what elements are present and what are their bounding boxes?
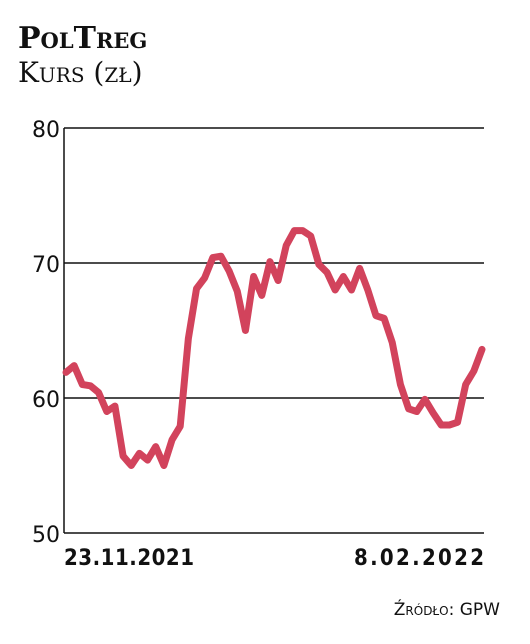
y-tick-label: 60 — [32, 388, 60, 413]
x-tick-label: 23.11.2021 — [64, 546, 194, 571]
y-tick-label: 80 — [32, 118, 60, 143]
chart-title: PolTreg — [18, 21, 147, 56]
x-tick-label: 8.02.2022 — [354, 546, 484, 571]
y-tick-label: 50 — [32, 523, 60, 548]
line — [62, 227, 486, 469]
source: Źródło: GPW — [394, 598, 500, 620]
y-tick-label: 70 — [32, 253, 60, 278]
chart-subtitle: Kurs (zł) — [18, 56, 143, 89]
